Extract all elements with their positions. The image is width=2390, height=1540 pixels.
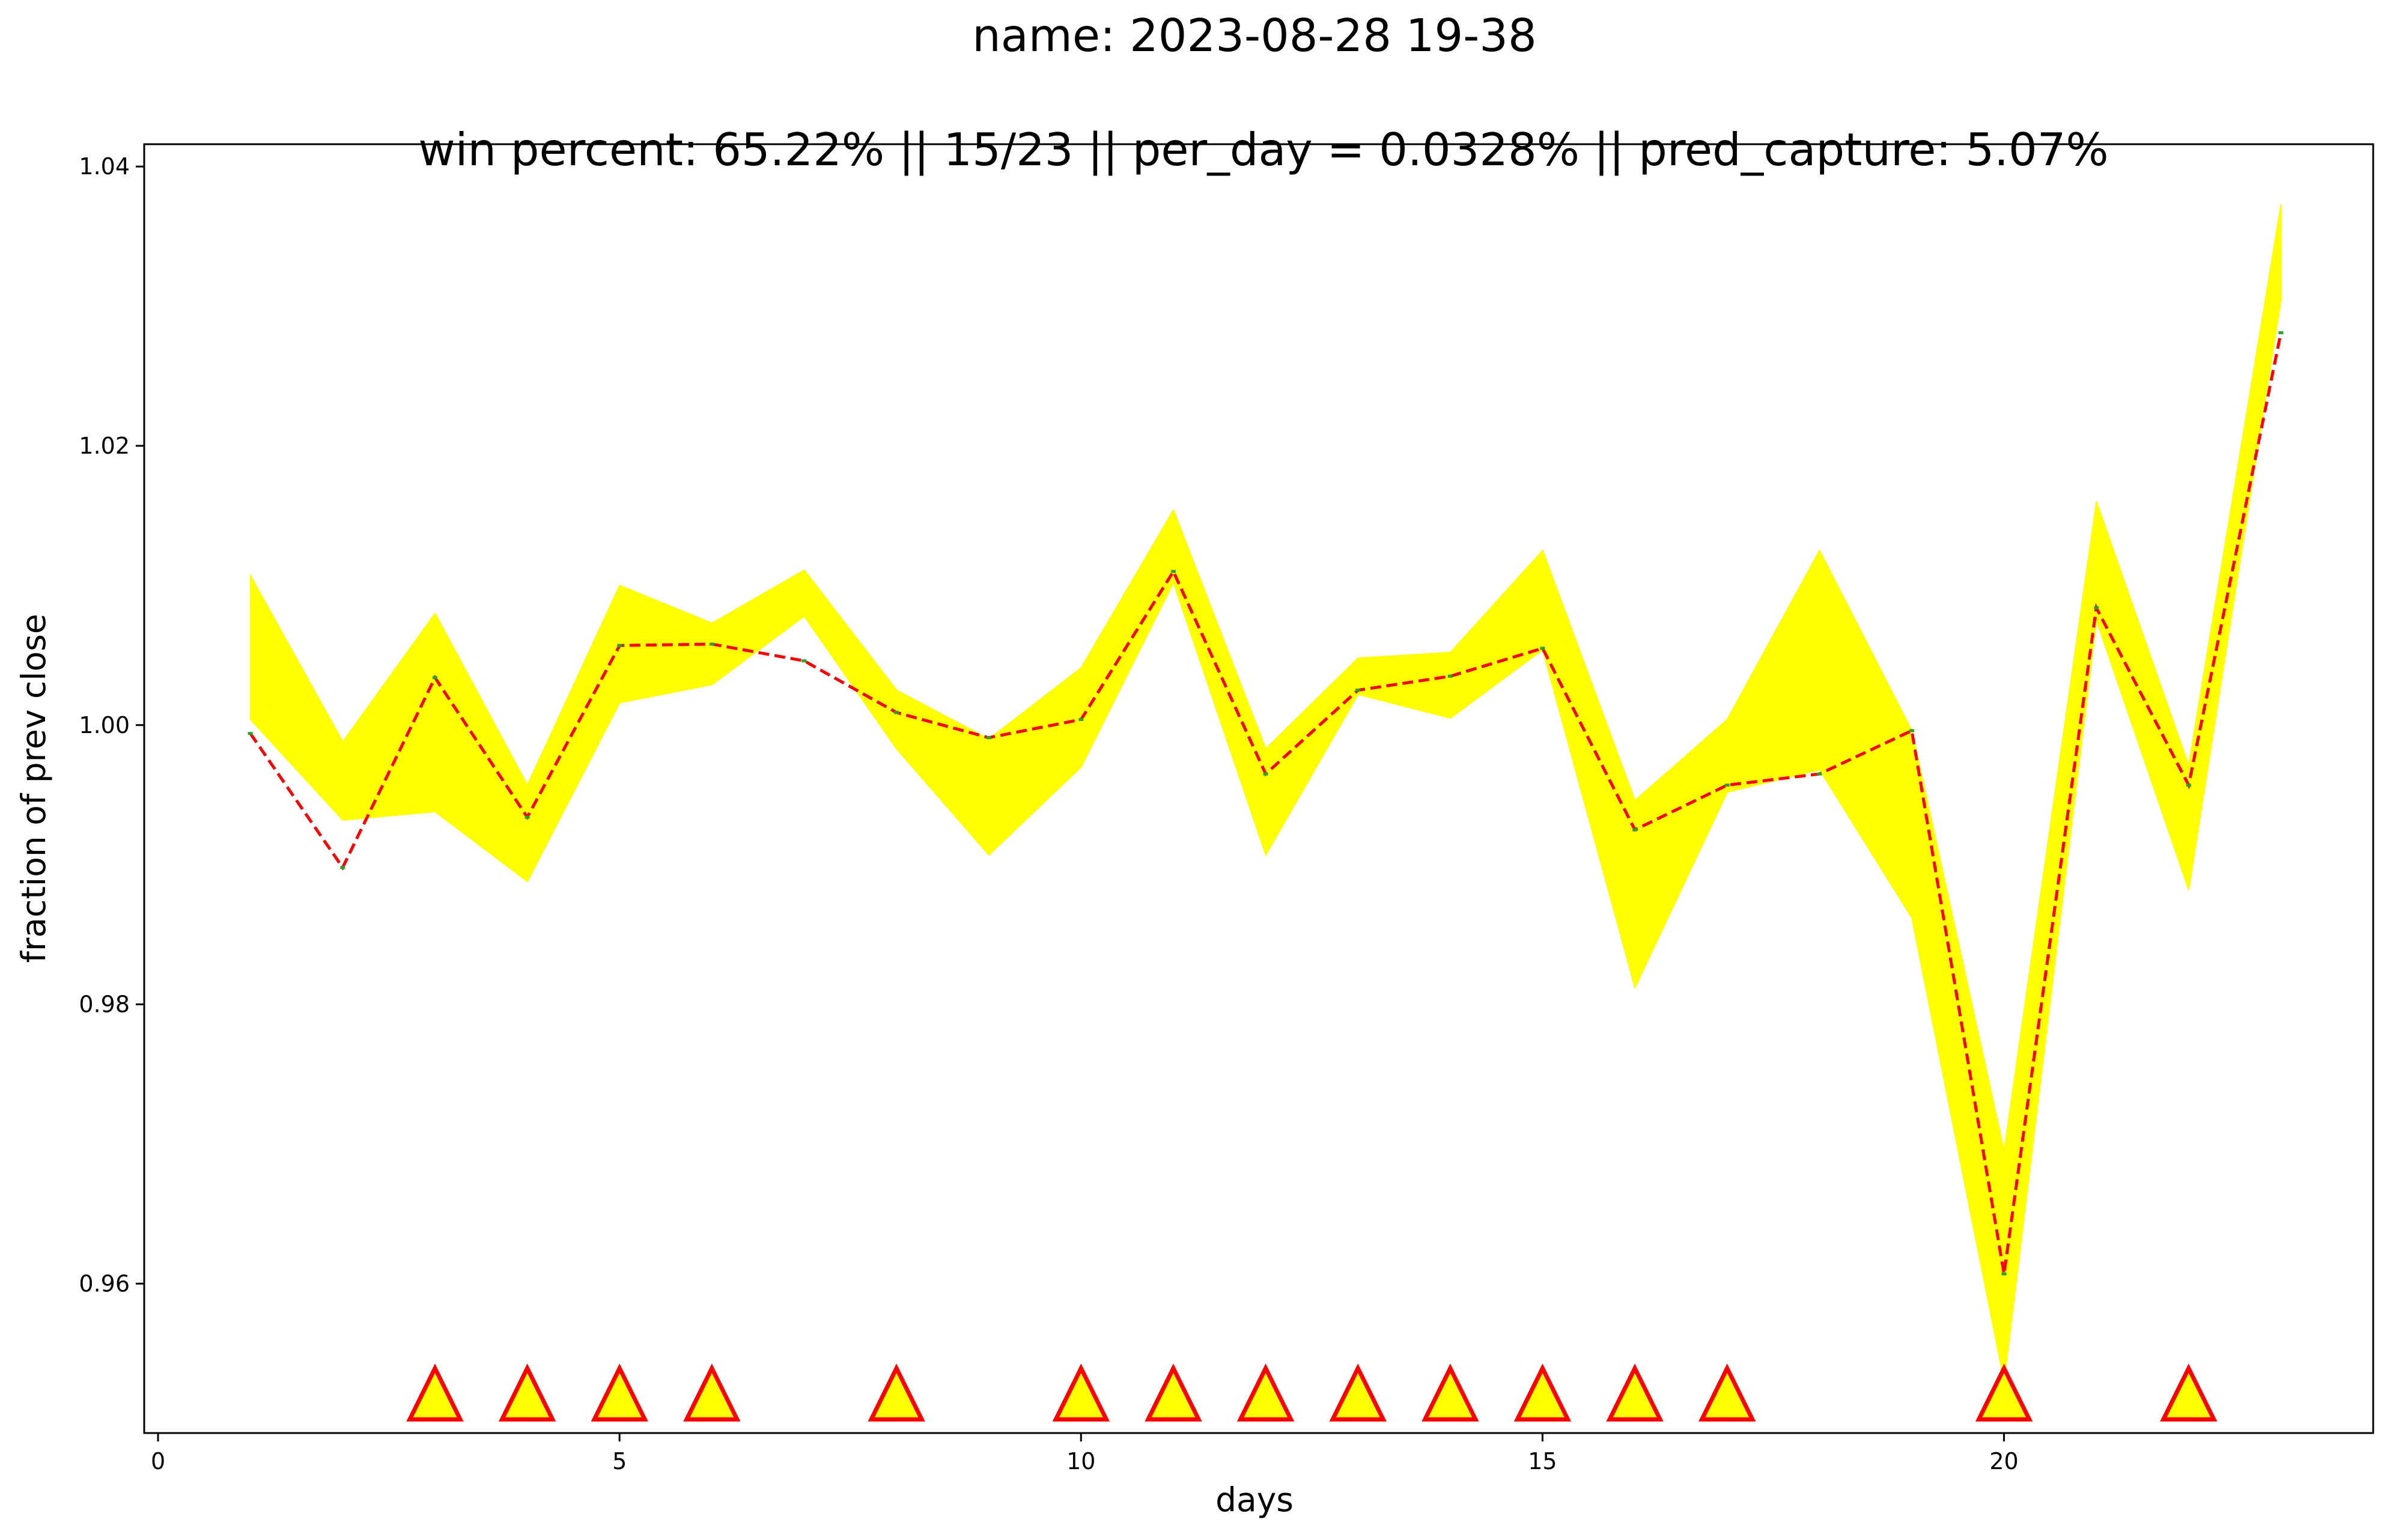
x-tick-label: 10 [1066,1448,1095,1475]
win-marker [2160,1363,2218,1422]
win-marker [498,1363,556,1422]
win-markers [406,1363,2218,1422]
win-marker [1145,1363,1202,1422]
win-marker [1329,1363,1387,1422]
win-marker [868,1363,925,1422]
x-tick-label: 0 [151,1448,165,1475]
band-area [249,204,2282,1382]
x-axis-label: days [1215,1481,1294,1519]
win-marker [1698,1363,1756,1422]
plot-frame [143,143,2374,1434]
x-tick-label: 5 [612,1448,627,1475]
x-axis-ticks: 0 5 10 15 20 [151,1433,2019,1475]
x-tick-label: 20 [1989,1448,2018,1475]
y-tick-label: 1.02 [79,433,130,459]
y-tick-label: 1.04 [79,153,130,180]
win-marker [1422,1363,1479,1422]
win-marker [683,1363,741,1422]
chart-title: name: 2023-08-28 19-38 [972,9,1536,62]
win-marker [1606,1363,1664,1422]
win-marker [406,1363,464,1422]
win-marker [1513,1363,1572,1422]
win-marker [1052,1363,1110,1422]
y-tick-label: 0.96 [79,1270,130,1297]
x-tick-label: 15 [1528,1448,1557,1475]
y-tick-label: 1.00 [79,712,130,738]
y-axis-ticks: 0.96 0.98 1.00 1.02 1.04 [79,153,144,1297]
confidence-band [249,204,2282,1382]
y-axis-label: fraction of prev close [14,613,53,963]
data-points [248,331,2284,1276]
win-marker [1975,1363,2033,1422]
win-marker [1236,1363,1295,1422]
y-tick-label: 0.98 [79,991,130,1018]
win-marker [591,1363,648,1422]
chart-subtitle: win percent: 65.22% || 15/23 || per_day … [418,123,2108,176]
